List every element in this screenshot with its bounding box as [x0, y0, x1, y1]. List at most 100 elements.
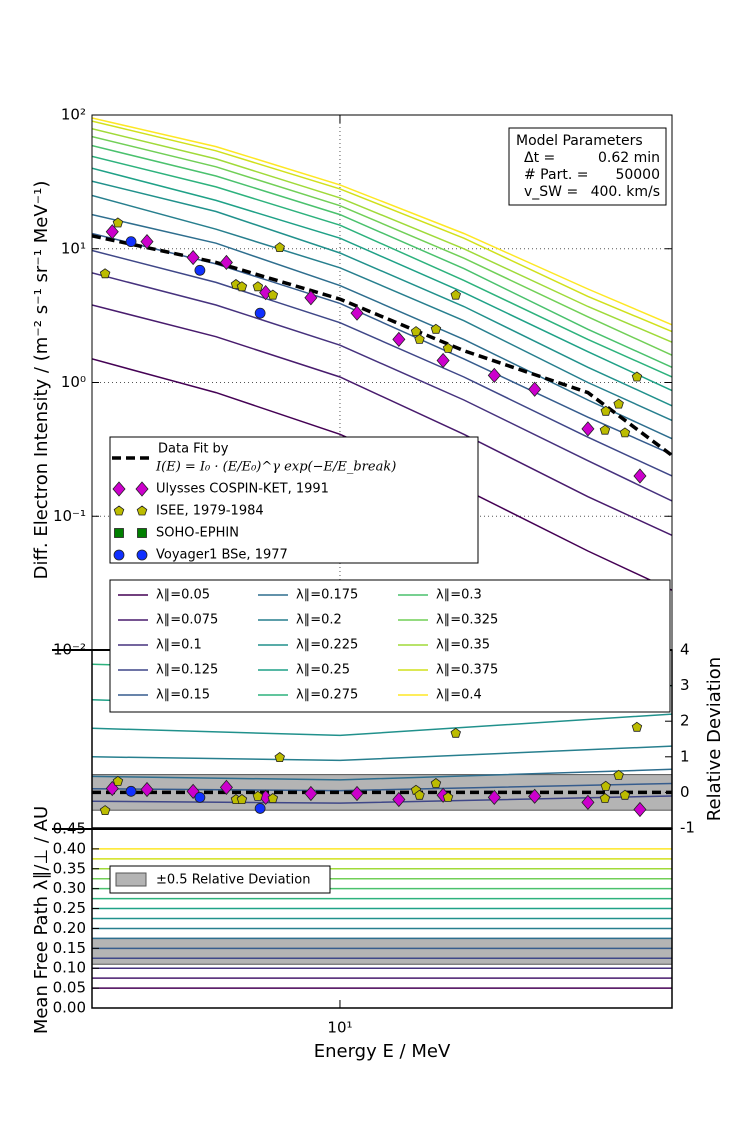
y-axis-label: Diff. Electron Intensity / (m⁻² s⁻¹ sr⁻¹…: [31, 181, 52, 580]
band: [92, 937, 672, 965]
y-tick-label: 0.00: [53, 999, 86, 1017]
model-parameters: Model Parameters Δt = 0.62 min # Part. =…: [508, 127, 667, 206]
legend-label: λ∥=0.175: [296, 588, 358, 603]
legend-box: [109, 579, 671, 713]
legend-label: λ∥=0.4: [436, 688, 482, 703]
marker: [613, 769, 624, 780]
marker: [254, 307, 266, 319]
legend-label: SOHO-EPHIN: [156, 526, 239, 541]
legend-swatch: [115, 872, 147, 887]
marker: [112, 775, 124, 786]
model-line: [92, 194, 672, 422]
marker: [136, 549, 148, 561]
marker: [442, 791, 454, 802]
y-tick-label: 4: [680, 641, 690, 659]
marker: [112, 217, 124, 228]
param-name: Δt =: [524, 150, 555, 166]
model-line: [92, 713, 672, 737]
model-line: [92, 745, 672, 762]
marker: [450, 289, 461, 300]
y-tick-label: 10¹: [61, 239, 86, 257]
marker: [135, 481, 149, 497]
param-value: 400. km/s: [591, 184, 660, 200]
marker: [112, 481, 126, 497]
marker: [114, 528, 124, 538]
legend-label: λ∥=0.275: [296, 688, 358, 703]
marker: [633, 801, 647, 818]
marker: [105, 224, 119, 240]
marker: [436, 352, 450, 369]
model-line: [92, 304, 672, 536]
y-tick-label: 2: [680, 712, 690, 730]
marker: [392, 791, 406, 808]
y-tick-label: 0.15: [53, 939, 86, 957]
x-axis-label: Energy E / MeV: [314, 1041, 451, 1062]
y-tick-label: 0.40: [53, 839, 86, 857]
param-value: 50000: [615, 167, 660, 183]
marker: [125, 236, 137, 248]
model-line: [92, 782, 672, 792]
marker: [430, 323, 442, 334]
model-line: [92, 213, 672, 440]
marker: [631, 721, 643, 732]
marker: [528, 381, 542, 397]
x-tick-label: 10¹: [327, 1019, 352, 1037]
legend-label: λ∥=0.2: [296, 613, 342, 628]
y-tick-label: 0.10: [53, 959, 86, 977]
marker: [600, 405, 611, 416]
marker: [254, 803, 266, 814]
marker: [219, 254, 233, 271]
y-tick-label: 0.25: [53, 899, 86, 917]
marker: [631, 371, 643, 382]
model-line: [92, 180, 672, 407]
plot-area: [92, 650, 672, 818]
param-name: v_SW =: [524, 184, 578, 200]
marker: [274, 242, 285, 253]
model-line: [92, 120, 672, 333]
marker: [186, 249, 200, 266]
param-value: 0.62 min: [598, 150, 660, 166]
marker: [619, 789, 631, 800]
marker: [219, 779, 233, 796]
marker: [581, 421, 595, 437]
marker: [600, 780, 611, 791]
marker: [236, 794, 248, 804]
marker: [599, 793, 611, 803]
model-line: [92, 795, 672, 804]
legend-label: ISEE, 1979-1984: [156, 504, 264, 519]
marker: [267, 793, 279, 803]
legend-label: λ∥=0.05: [156, 588, 210, 603]
y-tick-label: 10²: [61, 106, 86, 124]
model-line: [92, 117, 672, 326]
marker: [414, 333, 425, 344]
marker: [613, 398, 624, 409]
legend-label: ±0.5 Relative Deviation: [156, 873, 310, 888]
marker: [633, 468, 647, 484]
y-axis-label: Mean Free Path λ∥/⊥ / AU: [31, 806, 52, 1034]
model-line: [92, 768, 672, 781]
marker: [442, 342, 454, 353]
legend-label: I(E) = I₀ · (E/E₀)^γ exp(−E/E_break): [155, 460, 396, 475]
plot-area: [92, 115, 672, 650]
marker: [137, 528, 147, 538]
marker: [136, 505, 148, 516]
legend-label: λ∥=0.3: [436, 588, 482, 603]
marker: [528, 788, 542, 804]
legend-label: λ∥=0.25: [296, 663, 350, 678]
legend: Data Fit by I(E) = I₀ · (E/E₀)^γ exp(−E/E…: [109, 436, 479, 564]
marker: [410, 326, 422, 337]
y-tick-label: 10⁻¹: [53, 507, 86, 525]
marker: [304, 290, 318, 306]
box: [508, 127, 667, 206]
marker: [619, 427, 631, 438]
y-tick-label: 0.05: [53, 979, 86, 997]
y-tick-label: 0.20: [53, 919, 86, 937]
legend-label: λ∥=0.15: [156, 688, 210, 703]
legend-label: λ∥=0.225: [296, 638, 358, 653]
marker: [581, 794, 595, 810]
legend-box: [109, 865, 331, 894]
legend: λ∥=0.05 λ∥=0.075 λ∥=0.1 λ∥=0.125 λ∥=0.15 λ∥=0…: [109, 579, 671, 713]
marker: [350, 305, 364, 321]
marker: [99, 805, 111, 815]
y-tick-label: 0: [680, 783, 690, 801]
